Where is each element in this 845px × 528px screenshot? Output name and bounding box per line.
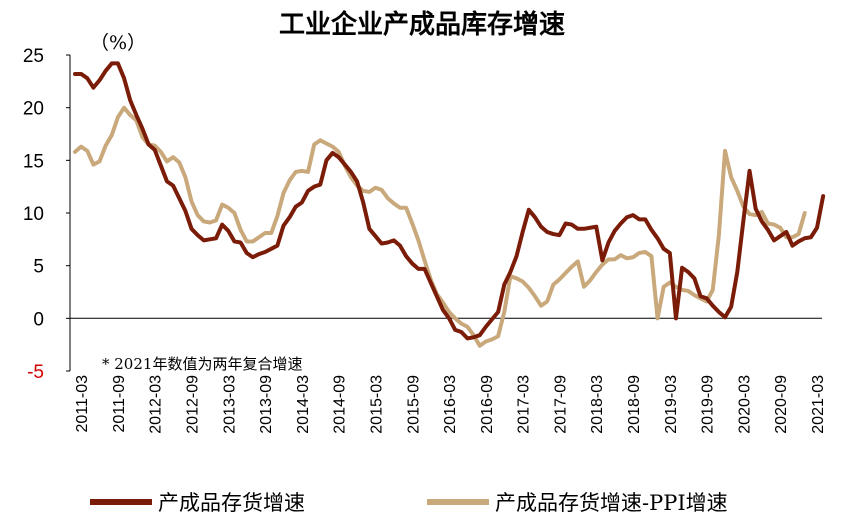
x-tick-label: 2019-03 [663, 375, 680, 434]
x-tick-label: 2016-09 [479, 375, 496, 434]
y-tick-label: 15 [23, 151, 44, 172]
x-tick-label: 2012-09 [185, 375, 202, 434]
legend: 产成品存货增速 产成品存货增速-PPI增速 [90, 491, 728, 515]
y-tick-label: -5 [27, 362, 44, 383]
x-tick-label: 2013-03 [221, 375, 238, 434]
x-tick-label: 2015-09 [405, 375, 422, 434]
x-tick-label: 2013-09 [258, 375, 275, 434]
x-tick-label: 2018-03 [589, 375, 606, 434]
x-tick-label: 2011-09 [111, 375, 128, 433]
x-tick-label: 2011-03 [74, 375, 91, 433]
x-tick-label: 2014-09 [332, 375, 349, 434]
x-tick-label: 2016-03 [442, 375, 459, 434]
y-tick-label: 20 [23, 99, 44, 120]
y-tick-label: 0 [33, 309, 44, 330]
series-line-1 [73, 61, 826, 341]
chart-note: * 2021年数值为两年复合增速 [102, 355, 302, 373]
series-line-2 [73, 105, 807, 348]
legend-label-series-2: 产成品存货增速-PPI增速 [495, 491, 728, 515]
x-tick-label: 2014-03 [295, 375, 312, 434]
y-tick-label: 10 [23, 204, 44, 225]
x-tick-label: 2015-03 [368, 375, 385, 434]
x-tick-label: 2020-09 [773, 375, 790, 434]
x-tick-label: 2012-03 [148, 375, 165, 434]
y-tick-label: 25 [23, 46, 44, 67]
x-tick-label: 2017-09 [552, 375, 569, 434]
series-lines [73, 61, 826, 348]
y-tick-labels: 25 20 15 10 5 0 -5 [23, 46, 70, 383]
x-tick-label: 2020-03 [736, 375, 753, 434]
legend-label-series-1: 产成品存货增速 [158, 491, 305, 515]
chart-title: 工业企业产成品库存增速 [279, 9, 565, 40]
x-tick-label: 2018-09 [626, 375, 643, 434]
y-tick-label: 5 [33, 257, 44, 278]
x-tick-label: 2019-09 [700, 375, 717, 434]
x-tick-label: 2021-03 [810, 375, 827, 434]
x-tick-label: 2017-03 [516, 375, 533, 434]
x-tick-labels: 2011-03 2011-09 2012-03 2012-09 2013-03 2013-… [74, 375, 827, 434]
y-unit-label: （%） [90, 32, 146, 54]
